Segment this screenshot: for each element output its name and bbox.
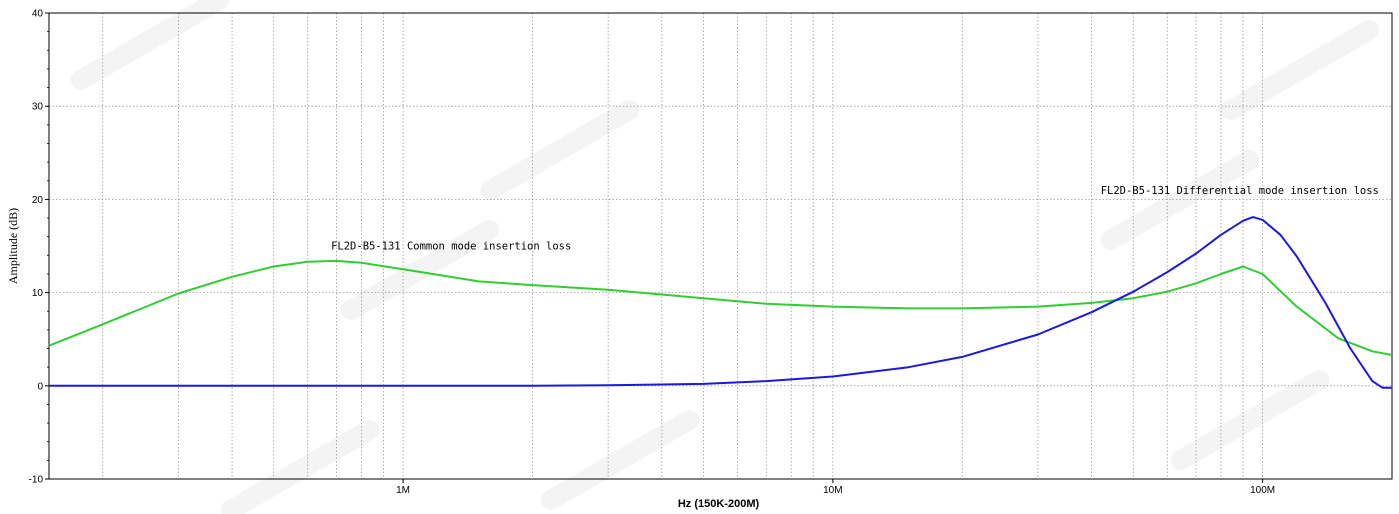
plot-frame	[48, 12, 1393, 480]
annotation-common-mode: FL2D-B5-131 Common mode insertion loss	[331, 241, 571, 253]
grid	[49, 13, 1392, 479]
watermark-mark-2	[1220, 20, 1380, 120]
y-tick-label: 20	[32, 195, 44, 206]
watermark-mark-7	[220, 420, 380, 514]
watermark-mark-5	[540, 410, 700, 510]
series-layer	[48, 216, 1393, 389]
y-tick-label: 10	[32, 288, 44, 299]
y-tick-label: 30	[32, 102, 44, 113]
watermark-mark-3	[340, 220, 500, 320]
watermark-mark-0	[70, 0, 230, 90]
x-axis-ticks: 1M 10M 100M	[396, 479, 1275, 496]
x-tick-label: 100M	[1250, 485, 1275, 496]
y-axis-label: Amplitude (dB)	[6, 208, 20, 284]
annotation-layer: FL2D-B5-131 Common mode insertion loss FL…	[331, 185, 1379, 253]
y-tick-label: 0	[37, 381, 43, 392]
x-axis-label: Hz (150K-200M)	[678, 498, 760, 510]
watermark-mark-1	[480, 100, 640, 200]
watermark-layer	[70, 0, 1380, 514]
x-tick-label: 10M	[823, 485, 842, 496]
y-axis-ticks: -10 0 10 20 30 40	[29, 9, 49, 486]
series-line-differential-mode	[49, 216, 1392, 389]
watermark-mark-6	[1170, 370, 1330, 470]
annotation-differential-mode: FL2D-B5-131 Differential mode insertion …	[1101, 185, 1379, 197]
watermark-mark-4	[1100, 150, 1260, 251]
y-tick-label: 40	[32, 9, 44, 20]
series-line-common-mode	[48, 259, 1393, 356]
x-tick-label: 1M	[396, 485, 410, 496]
y-tick-label: -10	[29, 475, 44, 486]
